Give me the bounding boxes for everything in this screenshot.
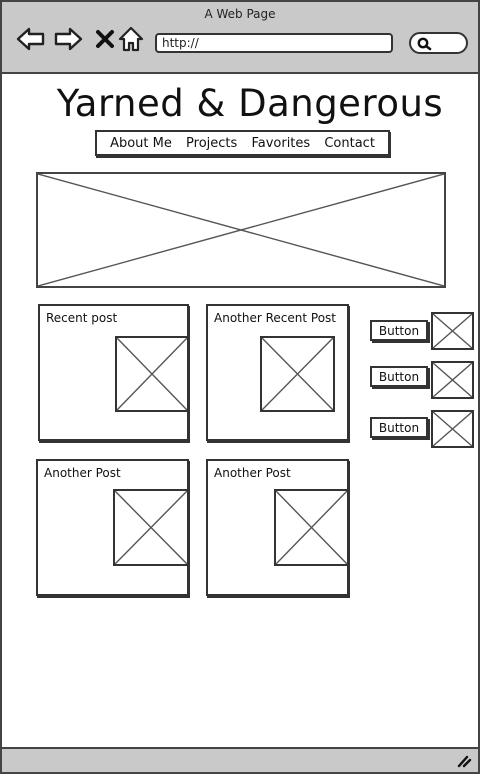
side-button[interactable]: Button — [370, 366, 428, 387]
side-button[interactable]: Button — [370, 320, 428, 341]
post-title: Recent post — [46, 311, 118, 325]
side-thumbnail-placeholder — [431, 312, 474, 350]
back-arrow-icon[interactable] — [16, 24, 46, 54]
side-thumbnail-placeholder — [431, 410, 474, 448]
browser-search-field[interactable] — [409, 32, 468, 54]
post-image-placeholder — [274, 489, 349, 566]
side-button[interactable]: Button — [370, 417, 428, 438]
forward-arrow-icon[interactable] — [53, 24, 83, 54]
post-card[interactable]: Recent post — [38, 304, 189, 441]
site-nav: About Me Projects Favorites Contact — [95, 130, 390, 156]
site-title: Yarned & Dangerous — [56, 82, 444, 125]
post-image-placeholder — [115, 336, 189, 412]
post-title: Another Recent Post — [214, 311, 336, 325]
browser-chrome: A Web Page http:// — [2, 2, 478, 74]
post-image-placeholder — [113, 489, 189, 566]
post-card[interactable]: Another Post — [206, 459, 349, 596]
url-input[interactable]: http:// — [155, 33, 393, 53]
close-x-icon[interactable] — [90, 24, 120, 54]
post-card[interactable]: Another Recent Post — [206, 304, 349, 441]
hero-image-placeholder — [36, 172, 446, 288]
window-title: A Web Page — [204, 7, 276, 21]
status-bar — [2, 747, 478, 772]
post-image-placeholder — [260, 336, 335, 412]
side-thumbnail-placeholder — [431, 361, 474, 399]
post-card[interactable]: Another Post — [36, 459, 189, 596]
nav-link-projects[interactable]: Projects — [186, 135, 238, 151]
nav-link-contact[interactable]: Contact — [324, 135, 375, 151]
post-title: Another Post — [44, 466, 121, 480]
post-title: Another Post — [214, 466, 291, 480]
home-icon[interactable] — [116, 24, 146, 54]
nav-link-favorites[interactable]: Favorites — [251, 135, 311, 151]
resize-grip-icon[interactable] — [456, 754, 472, 768]
nav-link-about-me[interactable]: About Me — [110, 135, 172, 151]
search-icon — [417, 37, 432, 51]
